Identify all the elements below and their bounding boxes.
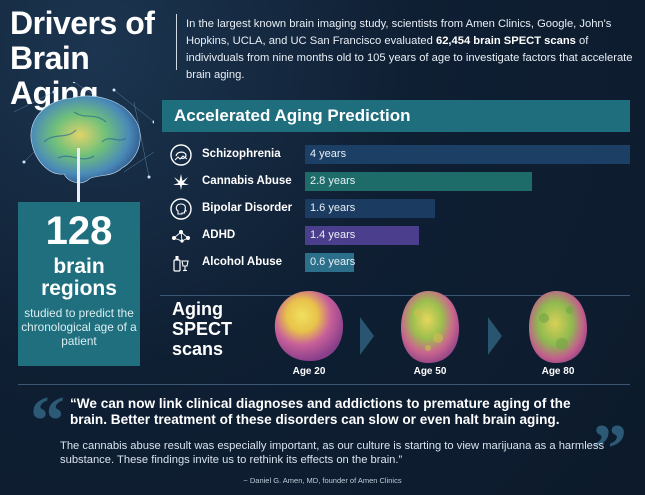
spect-scan-age-80 bbox=[529, 290, 588, 364]
bar: 1.6 years bbox=[305, 199, 435, 218]
close-quote-icon: ” bbox=[592, 411, 627, 488]
quote-citation: ~ Daniel G. Amen, MD, founder of Amen Cl… bbox=[243, 476, 402, 485]
bar-value-label: 4 years bbox=[310, 148, 347, 160]
quote-divider bbox=[18, 384, 630, 385]
age-label: Age 80 bbox=[541, 366, 575, 377]
section-divider bbox=[160, 295, 630, 296]
regions-count: 128 bbox=[45, 209, 113, 253]
bar-row: Cannabis Abuse 2.8 years bbox=[170, 172, 630, 192]
bottle-glass-icon bbox=[170, 252, 192, 274]
bar-row: ADHD 1.4 years bbox=[170, 226, 630, 246]
bar: 4 years bbox=[305, 145, 630, 164]
age-label: Age 20 bbox=[292, 366, 326, 377]
connector-line bbox=[77, 148, 80, 202]
regions-label: brain regions bbox=[41, 255, 117, 300]
category-label: ADHD bbox=[202, 229, 236, 241]
open-quote-icon: “ bbox=[30, 383, 65, 460]
category-label: Alcohol Abuse bbox=[202, 256, 283, 268]
arrow-right-icon bbox=[488, 317, 502, 355]
bar: 1.4 years bbox=[305, 226, 419, 245]
brain-illustration bbox=[13, 80, 156, 202]
bar: 2.8 years bbox=[305, 172, 532, 191]
network-icon bbox=[170, 225, 192, 247]
spect-scan-age-50 bbox=[401, 290, 460, 364]
age-label: Age 50 bbox=[413, 366, 447, 377]
cannabis-leaf-icon bbox=[170, 171, 192, 193]
page-title: Drivers of Brain Aging bbox=[10, 5, 155, 111]
chart-header: Accelerated Aging Prediction bbox=[162, 100, 630, 132]
bar-value-label: 2.8 years bbox=[310, 175, 356, 187]
bar: 0.6 years bbox=[305, 253, 356, 272]
spect-section-label: Aging SPECT scans bbox=[172, 299, 233, 359]
brain-network-icon bbox=[13, 80, 156, 184]
bar-row: Bipolar Disorder 1.6 years bbox=[170, 198, 630, 220]
bar-value-label: 0.6 years bbox=[310, 256, 356, 268]
arrow-right-icon bbox=[360, 317, 374, 355]
head-profile-icon bbox=[170, 198, 192, 220]
category-label: Cannabis Abuse bbox=[202, 175, 292, 187]
regions-caption: studied to predict the chronological age… bbox=[21, 306, 137, 348]
bar-value-label: 1.4 years bbox=[310, 229, 356, 241]
chart-title: Accelerated Aging Prediction bbox=[174, 106, 411, 125]
bar-value-label: 1.6 years bbox=[310, 202, 356, 214]
category-label: Schizophrenia bbox=[202, 148, 281, 160]
bar-row: Schizophrenia 4 years bbox=[170, 144, 630, 166]
regions-box: 128 brain regions studied to predict the… bbox=[18, 202, 140, 366]
quote-body: The cannabis abuse result was especially… bbox=[60, 440, 605, 466]
spect-scan-age-20 bbox=[274, 291, 344, 362]
brain-waves-icon bbox=[170, 144, 192, 166]
quote-main: “We can now link clinical diagnoses and … bbox=[70, 396, 571, 427]
category-label: Bipolar Disorder bbox=[202, 202, 293, 214]
intro-text: In the largest known brain imaging study… bbox=[186, 18, 633, 81]
bar-row: Alcohol Abuse 0.6 years bbox=[170, 253, 630, 273]
header-divider bbox=[176, 14, 177, 70]
